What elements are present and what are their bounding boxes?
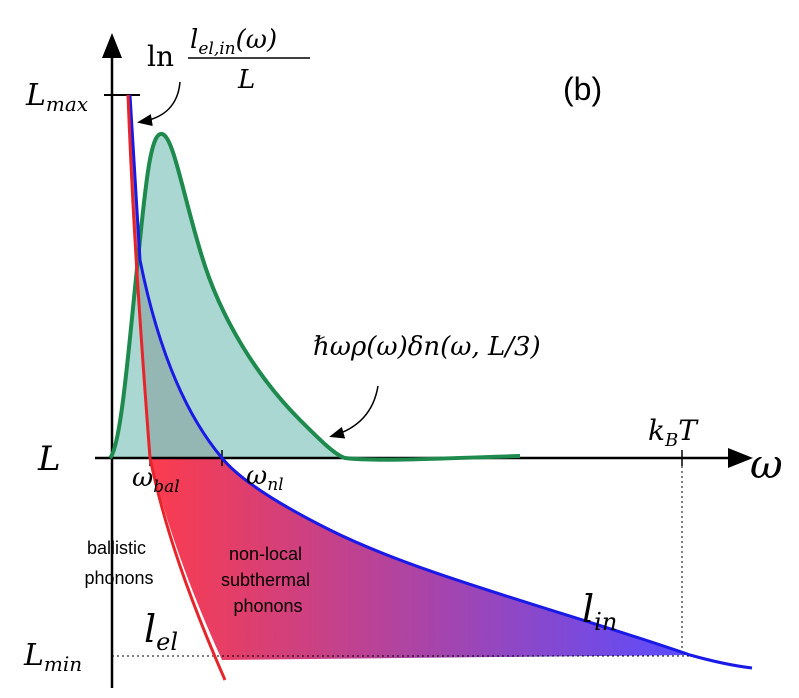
x-axis-label: ω (750, 442, 783, 488)
lmax-label: Lmax (25, 78, 88, 116)
spectral-density-label: ℏωρ(ω)δn(ω, L/3) (313, 332, 541, 362)
panel-label: (b) (563, 71, 602, 107)
log-ratio-numerator: lel,in(ω) (190, 25, 277, 59)
ballistic-region-label: ballistic phonons (84, 538, 153, 588)
spectral-density-fill (110, 133, 345, 459)
l-in-curve (128, 94, 753, 670)
nonlocal-region-label: non-local subthermal phonons (221, 544, 315, 616)
subthermal-gradient-region (150, 458, 690, 660)
kbt-label: kBT (648, 414, 699, 451)
omega-nl-label: ωnl (246, 461, 284, 495)
lmin-label: Lmin (23, 638, 82, 676)
log-ratio-denominator: L (237, 65, 255, 95)
l-mid-label: L (37, 439, 61, 479)
l-in-label: lin (582, 587, 617, 636)
l-el-label: lel (144, 607, 178, 656)
spectral-density-arrow (329, 385, 379, 439)
omega-bal-label: ωbal (132, 463, 180, 497)
log-ratio-prefix: ln (147, 40, 174, 73)
log-ratio-arrow (137, 81, 181, 127)
l-el-curve (126, 94, 227, 681)
